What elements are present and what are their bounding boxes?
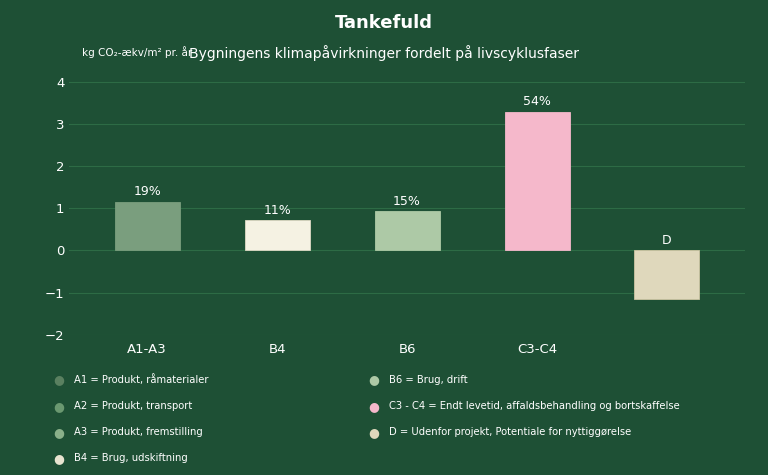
- Bar: [114, 202, 180, 250]
- Text: ●: ●: [54, 399, 65, 413]
- Text: 15%: 15%: [393, 195, 421, 208]
- Text: Bygningens klimapåvirkninger fordelt på livscyklusfaser: Bygningens klimapåvirkninger fordelt på …: [189, 45, 579, 61]
- Text: ●: ●: [369, 373, 379, 387]
- Text: A2 = Produkt, transport: A2 = Produkt, transport: [74, 401, 192, 411]
- Text: 19%: 19%: [133, 186, 161, 199]
- Text: Tankefuld: Tankefuld: [335, 14, 433, 32]
- Text: B4 = Brug, udskiftning: B4 = Brug, udskiftning: [74, 453, 187, 464]
- Bar: [505, 113, 570, 250]
- Text: ●: ●: [369, 399, 379, 413]
- Text: A3 = Produkt, fremstilling: A3 = Produkt, fremstilling: [74, 427, 203, 437]
- Bar: [634, 250, 700, 299]
- Bar: [244, 220, 310, 250]
- Text: 11%: 11%: [263, 204, 291, 217]
- Text: C3 - C4 = Endt levetid, affaldsbehandling og bortskaffelse: C3 - C4 = Endt levetid, affaldsbehandlin…: [389, 401, 680, 411]
- Text: B6 = Brug, drift: B6 = Brug, drift: [389, 375, 467, 385]
- Text: ●: ●: [54, 452, 65, 465]
- Text: 54%: 54%: [523, 95, 551, 108]
- Text: ●: ●: [54, 373, 65, 387]
- Text: ●: ●: [54, 426, 65, 439]
- Bar: [375, 211, 439, 250]
- Text: D = Udenfor projekt, Potentiale for nyttiggørelse: D = Udenfor projekt, Potentiale for nytt…: [389, 427, 631, 437]
- Text: ●: ●: [369, 426, 379, 439]
- Text: kg CO₂-ækv/m² pr. år: kg CO₂-ækv/m² pr. år: [82, 47, 192, 58]
- Text: A1 = Produkt, råmaterialer: A1 = Produkt, råmaterialer: [74, 375, 208, 385]
- Text: D: D: [662, 235, 672, 247]
